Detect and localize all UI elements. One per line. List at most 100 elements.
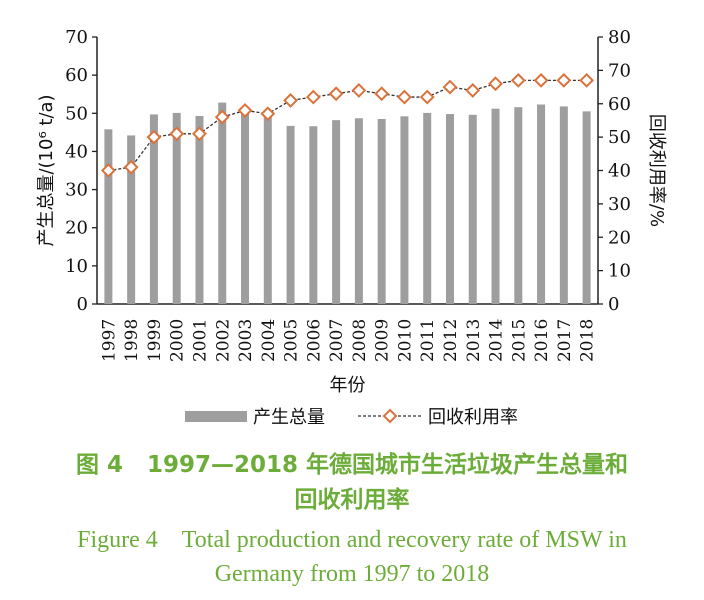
legend-bar-label: 产生总量 — [253, 407, 325, 428]
bar — [172, 112, 181, 304]
bar — [445, 114, 454, 304]
x-axis-tick-label: 2017 — [555, 319, 575, 362]
caption-zh-number: 图 4 — [75, 452, 123, 478]
recovery-rate-point — [510, 72, 526, 88]
recovery-rate-point — [100, 163, 116, 178]
x-axis-tick-label: 2003 — [236, 319, 256, 362]
bar — [149, 114, 158, 305]
x-axis-tick-label: 2001 — [190, 319, 210, 362]
left-axis-tick-label: 40 — [65, 141, 88, 162]
right-axis-tick-label: 0 — [608, 294, 619, 315]
right-axis-tick-label: 20 — [608, 227, 631, 248]
recovery-rate-point — [328, 86, 344, 102]
caption-en-number: Figure 4 — [77, 527, 158, 553]
bar — [468, 114, 477, 304]
right-axis-tick-label: 40 — [608, 161, 631, 182]
x-axis-tick-label: 2010 — [395, 319, 415, 362]
recovery-rate-point — [305, 89, 321, 105]
caption-zh-line-1: 图 4 1997—2018 年德国城市生活垃圾产生总量和 — [0, 449, 704, 482]
x-axis-tick-label: 2006 — [304, 319, 324, 362]
x-axis-tick-label: 2016 — [532, 319, 552, 362]
bar — [218, 102, 227, 304]
x-axis-tick-label: 2009 — [373, 319, 393, 362]
bar — [582, 111, 591, 304]
bar — [423, 112, 432, 304]
recovery-rate-point — [419, 89, 435, 105]
x-axis-tick-label: 2004 — [259, 319, 279, 362]
x-axis-tick-label: 1999 — [145, 319, 165, 362]
x-axis-tick-label: 2015 — [509, 319, 529, 362]
recovery-rate-point — [533, 72, 549, 88]
left-axis-tick-label: 10 — [65, 256, 88, 277]
right-axis-tick-label: 30 — [608, 194, 631, 215]
left-axis-tick-label: 70 — [65, 27, 88, 48]
left-axis-tick-label: 20 — [65, 218, 88, 239]
bar — [514, 107, 523, 304]
x-axis-tick-label: 2000 — [168, 319, 188, 362]
bar — [286, 125, 295, 304]
bar — [195, 115, 204, 304]
legend-line-label: 回收利用率 — [428, 407, 518, 428]
x-axis-tick-label: 2002 — [213, 319, 233, 362]
recovery-rate-point — [192, 126, 207, 142]
recovery-rate-point — [169, 126, 185, 142]
right-axis-tick-label: 50 — [608, 127, 631, 148]
recovery-rate-point — [351, 82, 367, 98]
recovery-rate-point — [465, 82, 481, 98]
bar — [332, 120, 341, 304]
x-axis-tick-label: 2007 — [327, 319, 347, 362]
recovery-rate-point — [214, 109, 230, 125]
y2-axis-title: 回收利用率/% — [646, 114, 667, 227]
right-axis-tick-label: 80 — [608, 27, 631, 48]
bar — [559, 106, 568, 304]
bar — [491, 108, 500, 304]
recovery-rate-point — [556, 72, 572, 88]
bar — [354, 118, 363, 304]
bar — [537, 104, 546, 305]
bar — [309, 126, 318, 304]
legend-bar-swatch — [185, 411, 247, 422]
x-axis-title: 年份 — [330, 375, 366, 396]
left-axis-tick-label: 30 — [65, 180, 88, 201]
caption-en-text-1: Total production and recovery rate of MS… — [181, 527, 627, 553]
chart: 0 10 20 30 40 50 60 70 0 10 20 30 40 50 60 70 80 1997 1998… — [36, 27, 667, 428]
bar — [263, 114, 272, 304]
x-axis-tick-label: 1998 — [122, 319, 142, 362]
recovery-rate-point — [442, 79, 458, 95]
bar — [127, 135, 136, 304]
bar — [377, 119, 386, 304]
recovery-rate-point — [146, 129, 162, 145]
right-axis-tick-label: 60 — [608, 94, 631, 115]
x-axis-tick-label: 2011 — [418, 319, 438, 362]
recovery-rate-point — [488, 76, 503, 92]
bar — [241, 110, 250, 304]
left-axis-tick-label: 50 — [65, 103, 88, 124]
legend-line-marker — [382, 408, 398, 424]
left-axis-tick-label: 0 — [77, 294, 88, 315]
recovery-rate-line — [108, 79, 587, 172]
right-axis-tick-label: 10 — [608, 261, 631, 282]
x-axis-tick-label: 1997 — [99, 319, 119, 362]
x-axis-tick-label: 2013 — [464, 319, 484, 362]
bar — [400, 116, 409, 304]
x-axis-tick-label: 2012 — [441, 319, 461, 362]
recovery-rate-point — [283, 92, 298, 108]
y-axis-title: 产生总量/(10⁶ t/a) — [36, 94, 57, 246]
recovery-rate-point — [260, 106, 276, 122]
caption-zh-text-1: 1997—2018 年德国城市生活垃圾产生总量和 — [146, 452, 629, 478]
recovery-rate-point — [397, 89, 412, 105]
x-axis-tick-label: 2014 — [487, 319, 507, 362]
right-axis-tick-label: 70 — [608, 60, 631, 81]
recovery-rate-point — [374, 86, 390, 102]
caption-en-line-2: Germany from 1997 to 2018 — [214, 561, 490, 587]
x-axis-tick-label: 2005 — [282, 319, 302, 362]
caption-en-line-1: Figure 4 Total production and recovery ra… — [0, 524, 704, 556]
x-axis-tick-label: 2018 — [578, 319, 598, 362]
recovery-rate-point — [123, 159, 139, 175]
bar — [104, 129, 113, 304]
caption-zh-line-2: 回收利用率 — [294, 487, 410, 513]
left-axis-tick-label: 60 — [65, 65, 88, 86]
recovery-rate-point — [237, 103, 253, 118]
x-axis-tick-label: 2008 — [350, 319, 370, 362]
